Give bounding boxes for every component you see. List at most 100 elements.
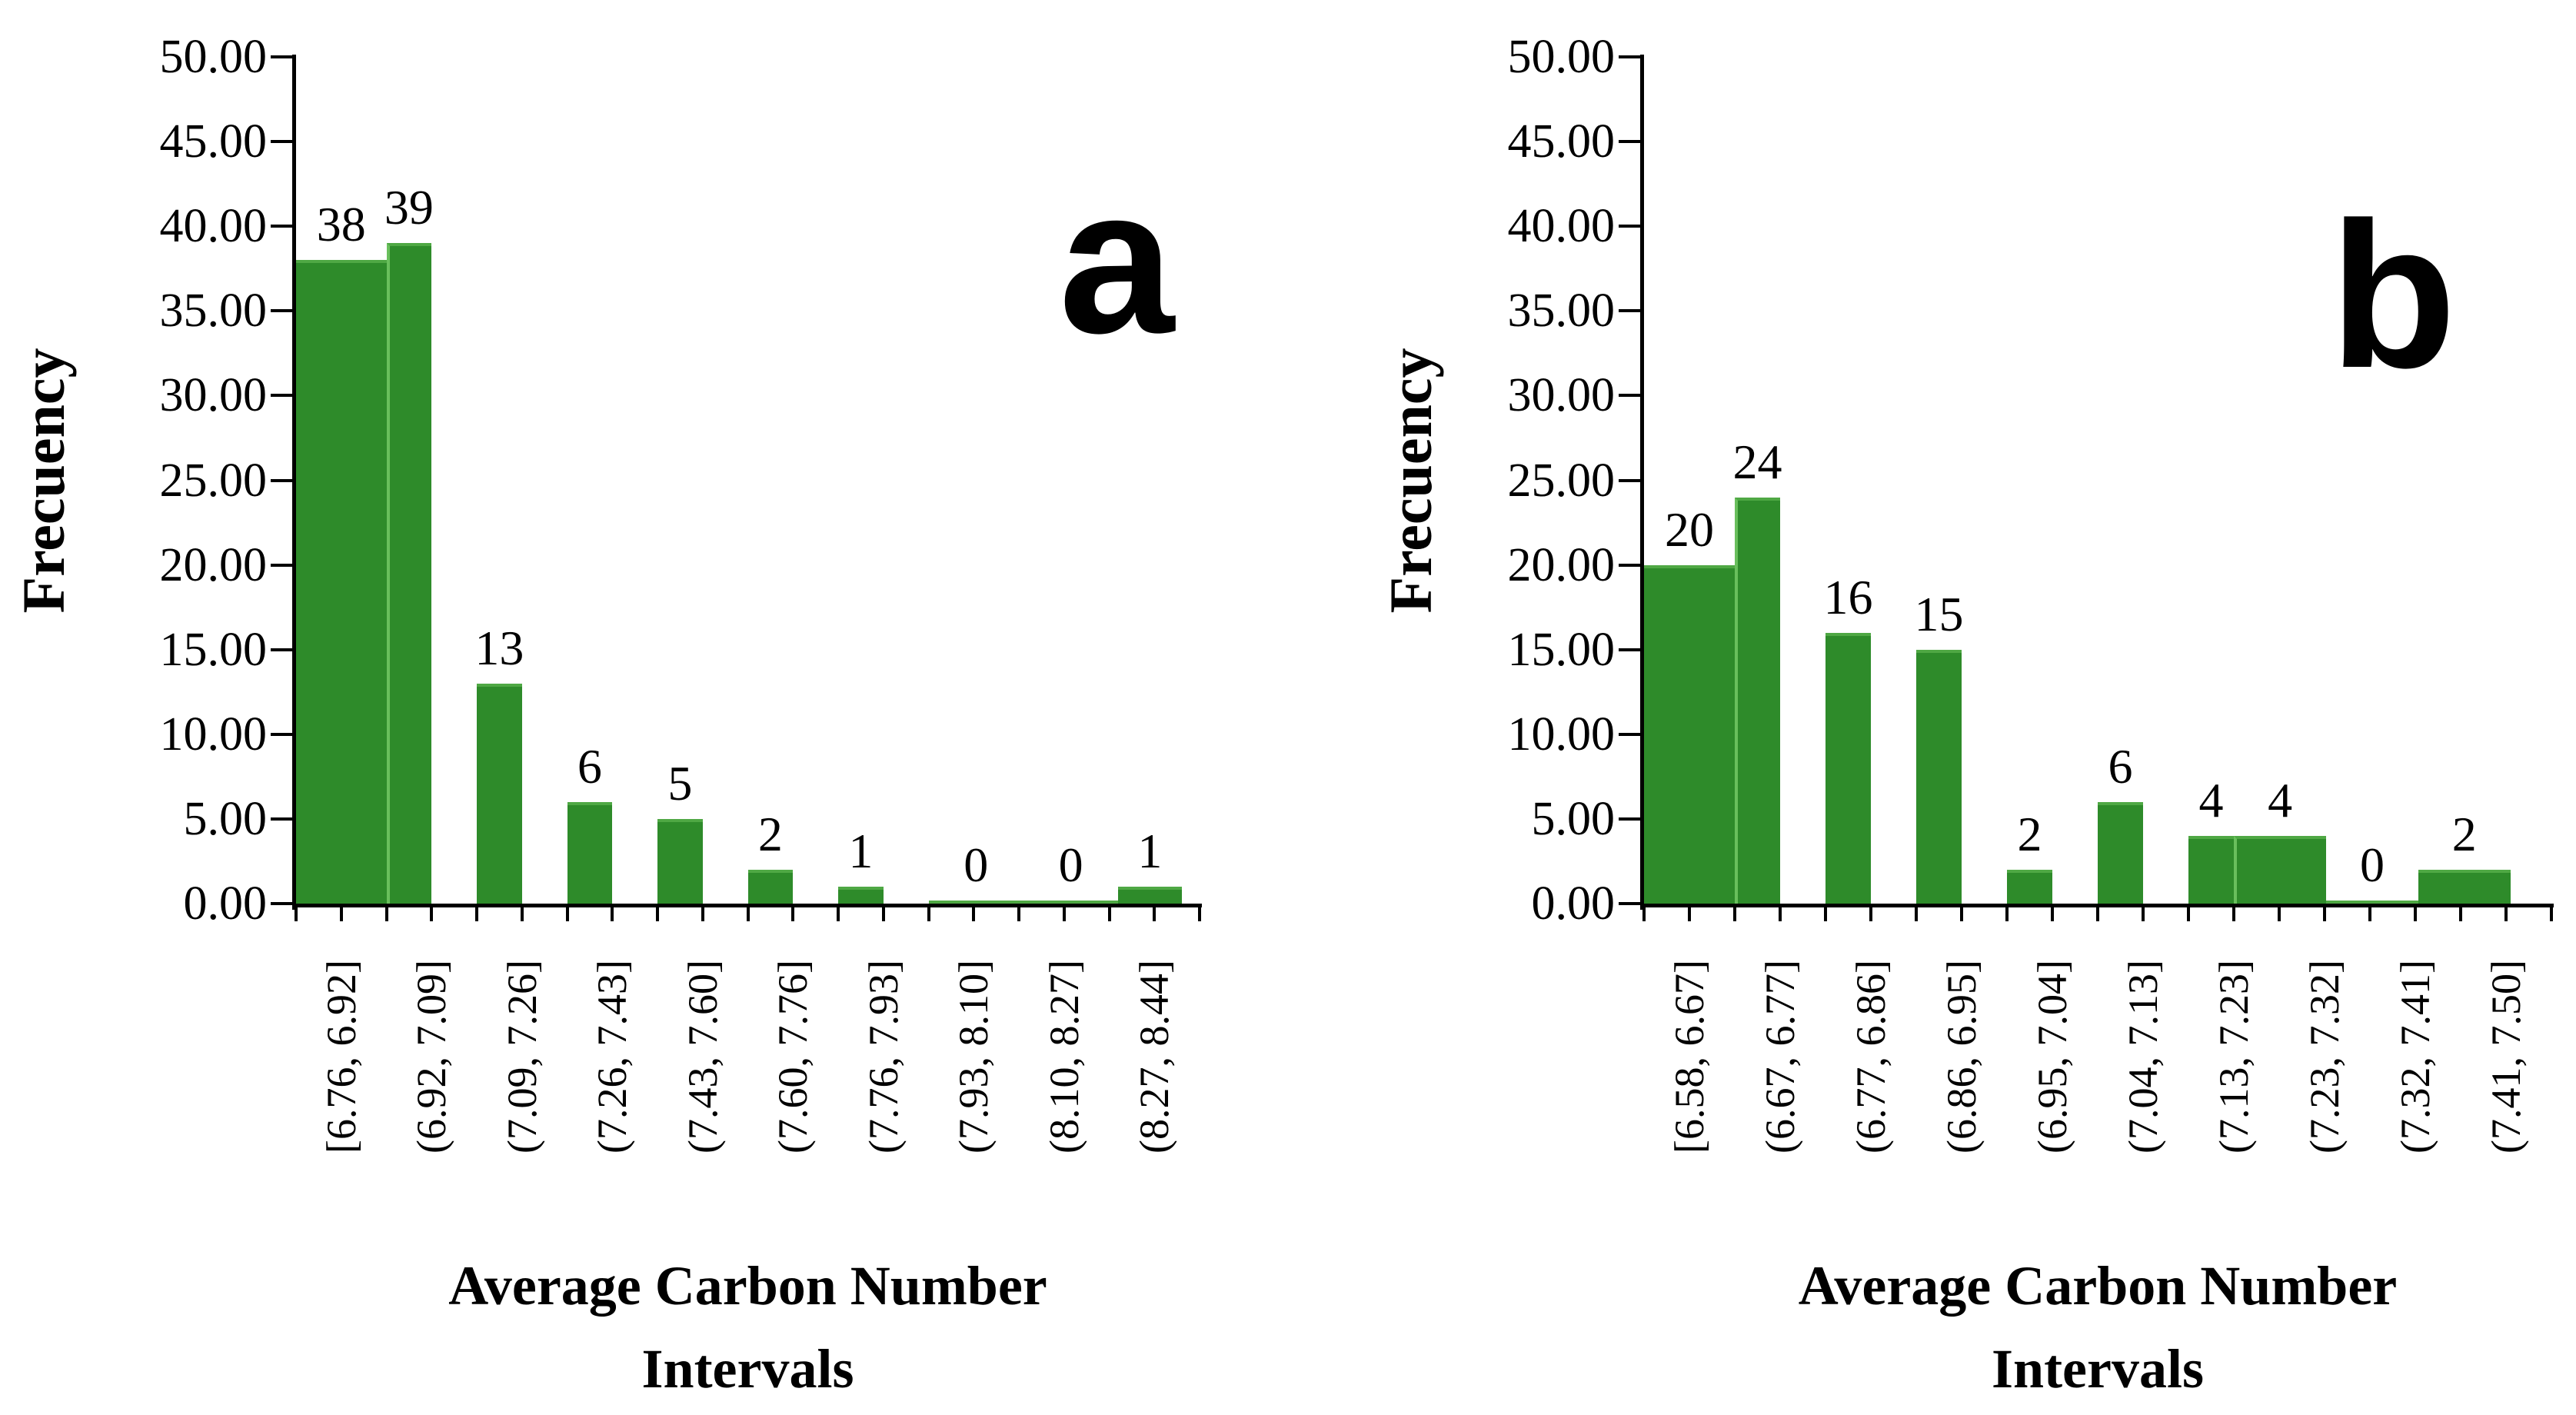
x-axis-title-line1: Average Carbon Number (1798, 1255, 2398, 1317)
x-tick (1869, 907, 1872, 921)
x-tick (972, 907, 976, 921)
y-tick (271, 563, 292, 567)
bar-value-label: 38 (316, 197, 366, 252)
category-label: (7.13, 7.23] (2210, 960, 2257, 1154)
bar-value-label: 5 (667, 755, 693, 811)
bar (928, 901, 1023, 904)
y-tick-label: 20.00 (1507, 538, 1616, 591)
x-tick (2142, 907, 2145, 921)
y-tick (1619, 309, 1640, 313)
y-tick (271, 648, 292, 651)
y-tick (1619, 902, 1640, 905)
bar (296, 260, 387, 904)
bar-value-label: 24 (1732, 434, 1782, 489)
x-tick (2187, 907, 2190, 921)
y-tick-label: 50.00 (159, 31, 268, 83)
x-tick (339, 907, 343, 921)
bar-value-label: 16 (1823, 569, 1873, 624)
y-axis-title: Frecuency (1377, 347, 1444, 614)
panel-letter: b (2329, 180, 2457, 411)
y-tick (271, 817, 292, 821)
x-tick (927, 907, 930, 921)
y-tick (1619, 563, 1640, 567)
x-tick (2368, 907, 2371, 921)
bar-value-label: 6 (2108, 738, 2133, 794)
bar-value-label: 1 (1137, 823, 1163, 878)
bar-value-label: 15 (1914, 586, 1964, 641)
x-tick (2504, 907, 2508, 921)
bar-value-label: 4 (2198, 772, 2224, 827)
bar-value-label: 2 (2017, 806, 2042, 861)
y-tick-label: 45.00 (1507, 115, 1616, 168)
bar-value-label: 0 (2359, 837, 2385, 892)
x-tick (2414, 907, 2417, 921)
y-tick-label: 5.00 (1531, 792, 1616, 845)
y-tick (271, 309, 292, 313)
y-tick-label: 10.00 (1507, 708, 1616, 761)
y-tick-label: 35.00 (159, 285, 268, 338)
x-tick (2005, 907, 2009, 921)
y-tick-label: 40.00 (1507, 200, 1616, 253)
panel-letter: a (1058, 145, 1175, 377)
x-axis-title-line2: Intervals (641, 1338, 854, 1400)
x-tick (1642, 907, 1646, 921)
bar-value-label: 2 (757, 806, 783, 861)
category-label: (7.60, 7.76] (770, 960, 817, 1154)
x-tick (837, 907, 840, 921)
bar (477, 683, 522, 904)
y-tick (271, 55, 292, 58)
y-tick-label: 40.00 (159, 200, 268, 253)
y-tick (1619, 140, 1640, 144)
x-tick (2459, 907, 2462, 921)
y-tick-label: 0.00 (183, 877, 268, 930)
y-tick-label: 0.00 (1531, 877, 1616, 930)
category-label: (7.41, 7.50] (2482, 960, 2529, 1154)
x-axis-title: Average Carbon Number Intervals (1799, 1244, 2398, 1410)
x-tick (2550, 907, 2553, 921)
y-tick (1619, 648, 1640, 651)
y-tick-label: 25.00 (159, 454, 268, 507)
bar (2098, 801, 2143, 904)
x-axis-title-line2: Intervals (1992, 1338, 2204, 1400)
x-tick (1017, 907, 1020, 921)
x-tick (791, 907, 795, 921)
chart-panel-b: 50.00 45.00 40.00 35.00 30.00 25.00 20.00 15.00… (1288, 0, 2576, 1415)
x-axis-title: Average Carbon Number Intervals (448, 1244, 1047, 1410)
x-tick (1062, 907, 1066, 921)
x-tick (475, 907, 478, 921)
x-tick (1915, 907, 1918, 921)
y-tick (271, 394, 292, 398)
bar (2326, 901, 2418, 904)
chart-panel-a: 50.00 45.00 40.00 35.00 30.00 25.00 20.00 15.00… (10, 31, 1202, 1410)
bar-value-label: 13 (474, 620, 524, 675)
bar (567, 801, 613, 904)
x-tick (2096, 907, 2099, 921)
y-tick-label: 10.00 (159, 708, 268, 761)
bar (1916, 649, 1962, 904)
bar-value-label: 1 (848, 823, 874, 878)
y-tick-label: 5.00 (183, 792, 268, 845)
category-label: (6.86, 6.95] (1938, 960, 1985, 1154)
y-tick-label: 50.00 (1507, 31, 1616, 83)
bar (2188, 835, 2234, 904)
x-axis-title-line1: Average Carbon Number (448, 1255, 1047, 1317)
bar (2007, 869, 2052, 904)
category-label: (6.95, 7.04] (2029, 960, 2075, 1154)
y-tick (271, 140, 292, 144)
x-tick (1733, 907, 1736, 921)
x-tick (1960, 907, 1963, 921)
x-tick (2232, 907, 2235, 921)
x-tick (565, 907, 569, 921)
category-label: (7.04, 7.13] (2119, 960, 2166, 1154)
bar (2234, 835, 2327, 904)
category-label: [6.76, 6.92] (318, 960, 364, 1154)
x-tick (2278, 907, 2281, 921)
category-label: (6.67, 6.77] (1756, 960, 1803, 1154)
y-tick (1619, 394, 1640, 398)
category-label: (7.23, 7.32] (2301, 960, 2348, 1154)
y-tick-label: 15.00 (1507, 623, 1616, 676)
bar-value-label: 39 (384, 180, 434, 235)
y-axis-title: Frecuency (10, 347, 77, 614)
category-label: (6.77, 6.86] (1847, 960, 1894, 1154)
category-label: (7.43, 7.60] (679, 960, 726, 1154)
